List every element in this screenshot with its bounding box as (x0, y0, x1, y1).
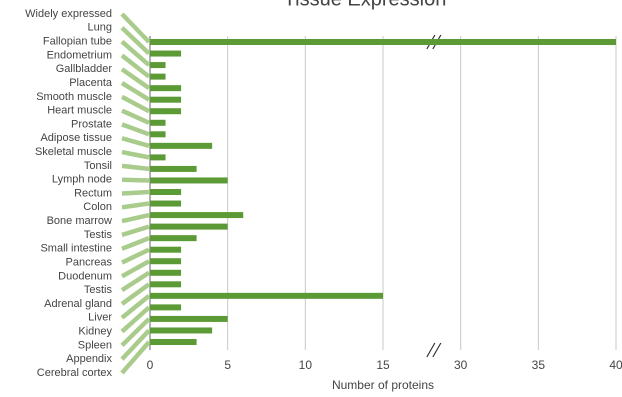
bar (150, 108, 182, 115)
y-tick-label: Liver (88, 312, 112, 324)
bar (150, 177, 228, 184)
y-tick-label: Adipose tissue (40, 132, 112, 144)
axis-break-gap (428, 342, 439, 358)
bar (150, 85, 182, 92)
connector (120, 12, 151, 44)
connector (120, 270, 151, 293)
bar (150, 281, 182, 288)
connector (121, 189, 150, 196)
y-tick-label: Cerebral cortex (37, 367, 113, 379)
y-tick-label: Appendix (66, 353, 112, 365)
y-tick-label: Testis (84, 284, 113, 296)
y-tick-label: Placenta (69, 77, 113, 89)
bar (150, 200, 182, 207)
y-tick-label: Small intestine (40, 243, 112, 255)
y-tick-label: Pancreas (66, 256, 113, 268)
bar (150, 223, 228, 230)
connector (120, 259, 151, 279)
bar (150, 327, 213, 334)
connector (121, 212, 150, 224)
bar (150, 73, 166, 80)
x-tick-label: 30 (454, 358, 468, 372)
bar (150, 119, 166, 126)
connector (121, 136, 150, 149)
y-tick-label: Lung (88, 22, 112, 34)
connector (120, 305, 151, 334)
bar (150, 154, 166, 161)
connector (120, 328, 151, 361)
connector (121, 149, 150, 160)
bar (150, 212, 244, 219)
y-tick-label: Smooth muscle (36, 91, 112, 103)
connector (121, 224, 150, 238)
x-axis-label: Number of proteins (332, 378, 434, 392)
chart-title: Tissue Expression (284, 0, 447, 10)
bar (150, 315, 228, 322)
connector (121, 247, 150, 265)
y-tick-label: Kidney (78, 325, 112, 337)
y-tick-label: Prostate (71, 118, 112, 130)
x-tick-label: 0 (147, 358, 154, 372)
y-tick-label: Colon (83, 201, 112, 213)
y-tick-label: Skeletal muscle (35, 146, 112, 158)
connector (120, 53, 151, 79)
y-tick-label: Tonsil (84, 160, 112, 172)
connector (121, 163, 150, 172)
x-tick-label: 40 (609, 358, 622, 372)
x-tick-label: 15 (376, 358, 390, 372)
axis-break-mark (426, 342, 436, 358)
bar (150, 39, 616, 45)
bar (150, 50, 182, 57)
connector (120, 67, 151, 90)
bar (150, 339, 197, 345)
connector (120, 294, 151, 320)
connector (120, 81, 151, 102)
x-tick-label: 5 (224, 358, 231, 372)
x-tick-label: 35 (532, 358, 546, 372)
y-tick-label: Fallopian tube (43, 36, 112, 48)
bar (150, 292, 383, 299)
y-tick-label: Duodenum (58, 270, 112, 282)
bar (150, 165, 197, 172)
bar (150, 142, 213, 149)
y-tick-label: Widely expressed (25, 8, 112, 20)
connector (120, 282, 151, 306)
bar (150, 269, 182, 276)
bar (150, 131, 166, 138)
y-tick-label: Spleen (78, 339, 112, 351)
bar (150, 62, 166, 69)
y-tick-label: Lymph node (52, 174, 112, 186)
y-tick-label: Bone marrow (47, 215, 112, 227)
x-tick-label: 10 (299, 358, 313, 372)
connector (120, 26, 151, 56)
y-tick-label: Endometrium (47, 49, 112, 61)
y-tick-label: Heart muscle (47, 105, 112, 117)
connector (121, 177, 150, 183)
connector (121, 108, 150, 125)
connector (121, 122, 150, 137)
bar (150, 304, 182, 311)
y-tick-label: Testis (84, 229, 113, 241)
connector (121, 236, 150, 251)
axis-break-mark (432, 342, 442, 358)
bar (150, 235, 197, 242)
y-tick-label: Adrenal gland (44, 298, 112, 310)
connector (120, 317, 151, 347)
bar (150, 246, 182, 253)
y-tick-label: Gallbladder (56, 63, 113, 75)
connector (120, 94, 151, 114)
connector (121, 201, 150, 210)
bar (150, 96, 182, 103)
bar (150, 189, 182, 195)
connector (120, 340, 151, 375)
y-tick-label: Rectum (74, 187, 112, 199)
connector (120, 39, 151, 67)
bar (150, 258, 182, 265)
